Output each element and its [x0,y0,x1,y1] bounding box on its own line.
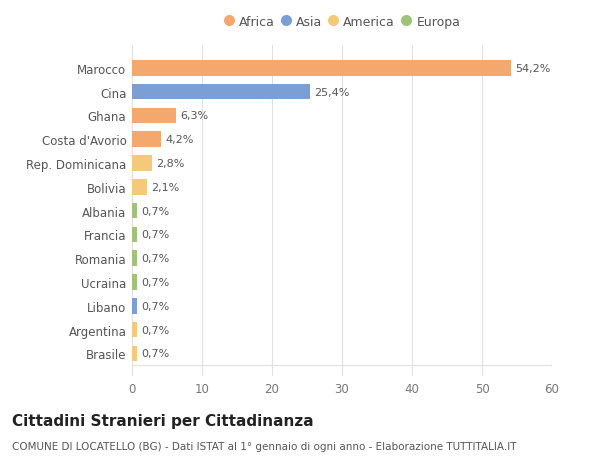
Text: 6,3%: 6,3% [181,111,208,121]
Bar [132,322,137,338]
Text: 4,2%: 4,2% [166,135,194,145]
Bar [132,274,137,290]
Legend: Africa, Asia, America, Europa: Africa, Asia, America, Europa [220,12,464,33]
Text: 0,7%: 0,7% [141,349,169,358]
Text: COMUNE DI LOCATELLO (BG) - Dati ISTAT al 1° gennaio di ogni anno - Elaborazione : COMUNE DI LOCATELLO (BG) - Dati ISTAT al… [12,441,517,451]
Bar [132,179,146,195]
Bar [132,108,176,124]
Text: Cittadini Stranieri per Cittadinanza: Cittadini Stranieri per Cittadinanza [12,413,314,428]
Bar [132,346,137,361]
Bar [132,132,161,148]
Text: 54,2%: 54,2% [515,64,551,73]
Bar [132,251,137,266]
Bar [132,203,137,219]
Bar [132,84,310,100]
Bar [132,61,511,76]
Text: 0,7%: 0,7% [141,325,169,335]
Text: 0,7%: 0,7% [141,230,169,240]
Text: 0,7%: 0,7% [141,301,169,311]
Bar [132,227,137,243]
Bar [132,298,137,314]
Text: 0,7%: 0,7% [141,206,169,216]
Text: 0,7%: 0,7% [141,254,169,263]
Text: 0,7%: 0,7% [141,277,169,287]
Text: 2,8%: 2,8% [156,159,184,168]
Text: 25,4%: 25,4% [314,87,349,97]
Bar [132,156,152,171]
Text: 2,1%: 2,1% [151,182,179,192]
